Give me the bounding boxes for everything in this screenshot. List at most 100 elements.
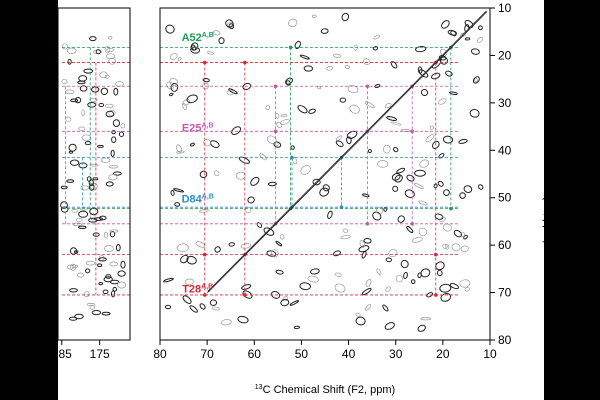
contour-peak bbox=[97, 263, 103, 268]
contour-peak bbox=[374, 83, 381, 89]
contour-peak bbox=[359, 240, 365, 248]
contour-peak bbox=[451, 243, 461, 252]
contour-peak bbox=[108, 174, 118, 181]
contour-peak bbox=[182, 295, 192, 304]
diagonal-line bbox=[208, 10, 488, 291]
contour-peak bbox=[391, 173, 401, 181]
residue-label: A52A,B bbox=[182, 32, 214, 44]
contour-peak bbox=[406, 225, 414, 234]
contour-peak bbox=[163, 277, 174, 283]
contour-peak bbox=[117, 270, 126, 277]
contour-peak bbox=[320, 28, 329, 34]
contour-peak bbox=[170, 82, 179, 92]
contour-peak bbox=[441, 20, 450, 29]
contour-peak bbox=[363, 58, 371, 65]
contour-peak bbox=[383, 144, 391, 154]
contour-peak bbox=[112, 286, 118, 292]
y-tick-label: 70 bbox=[498, 286, 512, 300]
y-tick-label: 80 bbox=[498, 333, 512, 347]
contour-peak bbox=[90, 212, 96, 221]
contour-peak bbox=[439, 216, 446, 223]
contour-peak bbox=[303, 65, 313, 72]
contour-peak bbox=[275, 269, 284, 275]
x-tick-label: 50 bbox=[295, 347, 309, 361]
contour-peak bbox=[109, 229, 119, 233]
contour-peak bbox=[386, 116, 397, 121]
contour-peak bbox=[440, 293, 452, 302]
main-assignment-lines bbox=[160, 45, 460, 297]
contour-peak bbox=[289, 300, 300, 306]
assignment-crosspeak bbox=[365, 84, 370, 89]
x-tick-label: 30 bbox=[389, 347, 403, 361]
contour-peak bbox=[66, 179, 75, 183]
contour-peak bbox=[61, 43, 68, 50]
contour-peak bbox=[373, 34, 381, 40]
contour-peak bbox=[327, 210, 333, 219]
assignment-crosspeak bbox=[243, 60, 247, 65]
contour-peak bbox=[101, 311, 111, 316]
contour-peak bbox=[100, 87, 109, 96]
contour-peak bbox=[164, 304, 172, 310]
contour-peak bbox=[259, 153, 267, 161]
assignment-crosspeak bbox=[290, 155, 294, 160]
contour-peak bbox=[341, 12, 350, 22]
contour-peak bbox=[333, 250, 341, 257]
contour-peak bbox=[213, 170, 220, 176]
contour-peak bbox=[440, 48, 447, 57]
contour-peak bbox=[74, 250, 79, 254]
contour-peak bbox=[186, 255, 197, 265]
assignment-crosspeak bbox=[365, 222, 370, 226]
x-tick-label: 70 bbox=[200, 347, 214, 361]
contour-peak bbox=[275, 112, 280, 119]
assignment-crosspeak bbox=[202, 293, 207, 297]
contour-peak bbox=[111, 290, 116, 298]
contour-peak bbox=[78, 210, 89, 218]
contour-peak bbox=[339, 97, 347, 103]
assignment-crosspeak bbox=[339, 205, 344, 209]
contour-peak bbox=[98, 102, 105, 108]
contour-peak bbox=[335, 140, 344, 148]
contour-peak bbox=[397, 215, 405, 223]
main-x-ticks: 80 70 60 50 40 30 20 10 bbox=[153, 340, 497, 361]
assignment-crosspeak bbox=[433, 252, 438, 257]
contour-peak bbox=[353, 44, 358, 51]
contour-peak bbox=[415, 46, 427, 53]
assignment-crosspeak bbox=[273, 84, 278, 89]
contour-peak bbox=[460, 32, 466, 37]
contour-peak bbox=[411, 237, 423, 243]
contour-peak bbox=[364, 101, 375, 109]
contour-peak bbox=[363, 237, 372, 244]
contour-peak bbox=[240, 243, 252, 249]
contour-peak bbox=[225, 19, 234, 28]
contour-peak bbox=[71, 209, 78, 213]
contour-peak bbox=[310, 268, 320, 275]
contour-peak bbox=[105, 110, 115, 118]
y-tick-label: 30 bbox=[498, 96, 512, 110]
contour-peak bbox=[166, 81, 175, 90]
residue-label: T28A,B bbox=[182, 284, 213, 296]
x-tick-label: 20 bbox=[436, 347, 450, 361]
contour-peak bbox=[394, 174, 403, 183]
contour-peak bbox=[477, 184, 484, 190]
inset-assignment-lines bbox=[62, 46, 130, 296]
contour-peak bbox=[367, 149, 372, 154]
contour-peak bbox=[459, 279, 471, 288]
contour-peak bbox=[108, 110, 116, 116]
contour-peak bbox=[322, 184, 330, 192]
contour-peak bbox=[311, 14, 317, 18]
contour-peak bbox=[355, 316, 366, 326]
contour-peak bbox=[182, 102, 187, 111]
contour-peak bbox=[418, 200, 428, 206]
x-tick-label: 40 bbox=[342, 347, 356, 361]
contour-peak bbox=[180, 254, 189, 264]
contour-peak bbox=[105, 274, 112, 279]
contour-peak bbox=[477, 36, 484, 43]
contour-peak bbox=[449, 91, 458, 96]
contour-peak bbox=[238, 156, 250, 164]
contour-peak bbox=[174, 202, 181, 207]
contour-peak bbox=[97, 144, 104, 148]
contour-peak bbox=[294, 40, 301, 50]
contour-peak bbox=[182, 99, 191, 106]
contour-peak bbox=[212, 30, 221, 36]
